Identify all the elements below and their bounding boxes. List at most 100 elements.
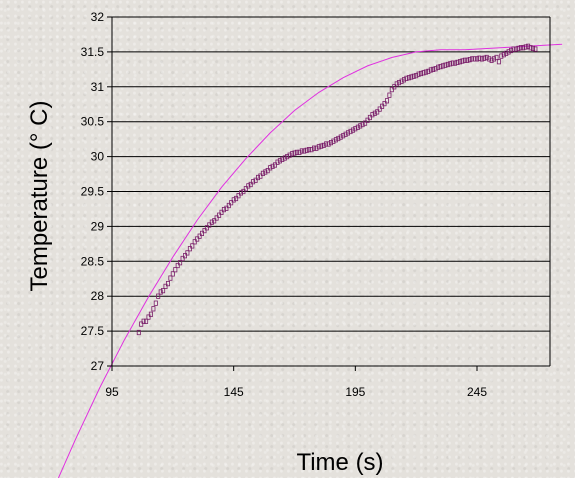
data-point <box>345 130 350 136</box>
data-point <box>304 147 309 153</box>
data-point <box>136 329 141 336</box>
data-point <box>224 205 229 211</box>
data-point <box>506 49 511 55</box>
data-point <box>192 239 197 245</box>
data-point <box>156 293 161 299</box>
y-tick-label: 28 <box>91 289 105 303</box>
x-tick-label: 195 <box>345 385 365 399</box>
data-point <box>263 169 268 175</box>
data-point <box>416 71 421 77</box>
x-axis-title: Time (s) <box>296 449 383 476</box>
data-point <box>365 117 370 123</box>
data-point <box>321 142 326 148</box>
data-point <box>360 121 365 128</box>
data-point <box>484 54 489 61</box>
y-tick-label: 28.5 <box>81 254 105 268</box>
data-point <box>168 275 173 281</box>
x-tick-label: 245 <box>467 385 487 399</box>
x-tick-label: 145 <box>224 385 244 399</box>
data-point <box>182 253 187 259</box>
data-point <box>377 106 382 112</box>
data-point <box>348 128 353 135</box>
data-point <box>324 141 329 147</box>
data-point <box>229 200 234 206</box>
data-point <box>243 186 248 192</box>
data-point <box>163 283 168 290</box>
y-tick-label: 31 <box>91 80 105 94</box>
data-point <box>294 149 299 155</box>
data-point <box>302 148 307 154</box>
data-point <box>248 181 253 188</box>
data-point <box>399 78 404 84</box>
data-point <box>457 59 462 65</box>
data-point <box>496 59 501 65</box>
data-point <box>270 163 275 169</box>
data-point <box>285 153 290 160</box>
data-point <box>380 103 385 109</box>
data-point <box>190 243 195 249</box>
data-point <box>465 57 470 63</box>
data-point <box>455 59 460 66</box>
data-point <box>282 155 287 161</box>
data-point <box>504 50 509 56</box>
data-point <box>489 57 494 63</box>
data-point <box>287 152 292 158</box>
data-point <box>487 56 492 62</box>
data-point <box>199 230 204 236</box>
data-point <box>472 56 477 62</box>
data-point <box>333 137 338 143</box>
data-point <box>389 87 394 93</box>
data-point <box>178 260 183 266</box>
data-point <box>494 54 499 61</box>
data-point <box>204 225 209 231</box>
y-tick-label: 27.5 <box>81 324 105 338</box>
data-point <box>297 149 302 155</box>
data-point <box>331 138 336 144</box>
data-point <box>275 159 280 165</box>
data-point <box>165 280 170 287</box>
data-point <box>509 47 514 54</box>
data-point <box>516 45 521 52</box>
data-point <box>375 109 380 115</box>
tick-labels: 27 27.5 28 28.5 29 29.5 30 30.5 31 31.5 32 95 145 195… <box>81 10 488 399</box>
data-point <box>258 173 263 179</box>
data-point <box>479 56 484 62</box>
data-point <box>477 55 482 61</box>
data-point <box>523 44 528 50</box>
data-point <box>299 148 304 154</box>
data-point <box>341 133 346 139</box>
data-point <box>151 306 156 312</box>
data-point <box>316 144 321 150</box>
data-point <box>221 206 226 213</box>
data-point <box>195 236 200 242</box>
data-point <box>343 131 348 137</box>
y-tick-label: 30.5 <box>81 115 105 129</box>
data-point <box>438 64 443 70</box>
data-point <box>272 162 277 168</box>
data-point <box>141 318 146 324</box>
data-point <box>382 101 387 107</box>
data-point <box>307 146 312 153</box>
data-point <box>426 68 431 74</box>
data-point <box>443 62 448 68</box>
data-point <box>511 46 516 52</box>
data-point <box>421 70 426 76</box>
data-point <box>428 67 433 73</box>
data-point <box>197 233 202 239</box>
data-point <box>338 134 343 140</box>
data-point <box>392 84 397 90</box>
data-point <box>209 219 214 225</box>
data-point <box>207 222 212 228</box>
data-point <box>436 64 441 70</box>
x-tick-label: 95 <box>105 385 119 399</box>
data-point <box>153 300 158 306</box>
data-point <box>161 287 166 294</box>
data-point <box>241 188 246 195</box>
data-point <box>518 45 523 51</box>
data-point <box>144 318 149 324</box>
data-point <box>187 246 192 252</box>
data-point <box>482 55 487 61</box>
data-point <box>255 174 260 181</box>
data-point <box>470 56 475 62</box>
y-tick-label: 30 <box>91 150 105 164</box>
